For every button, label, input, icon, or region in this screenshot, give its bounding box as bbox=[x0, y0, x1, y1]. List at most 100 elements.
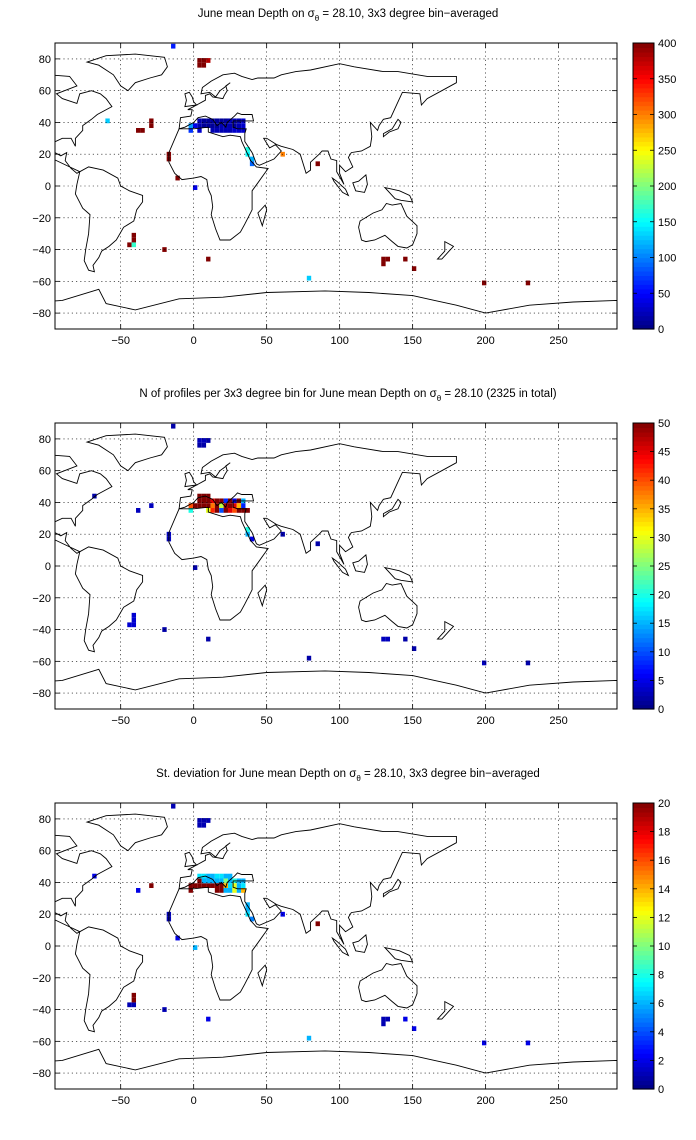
colorbar-segment bbox=[633, 445, 654, 451]
data-cell bbox=[206, 498, 211, 504]
y-tick-label: 60 bbox=[39, 86, 51, 98]
y-tick-label: 80 bbox=[39, 434, 51, 446]
colorbar-tick-label: 5 bbox=[658, 675, 664, 687]
colorbar-segment bbox=[633, 534, 654, 540]
y-tick-label: −60 bbox=[32, 1036, 51, 1048]
data-cell bbox=[197, 438, 202, 443]
data-cell bbox=[206, 1016, 211, 1022]
data-cell bbox=[206, 118, 211, 124]
data-cell bbox=[197, 818, 202, 823]
colorbar-segment bbox=[633, 865, 654, 871]
colorbar-segment bbox=[633, 83, 654, 89]
x-tick-label: −50 bbox=[111, 335, 130, 347]
colorbar-segment bbox=[633, 132, 654, 138]
colorbar-segment bbox=[633, 829, 654, 835]
y-tick-label: −20 bbox=[32, 593, 51, 605]
data-cell bbox=[381, 1016, 386, 1022]
data-cell bbox=[381, 261, 386, 267]
data-cell bbox=[227, 498, 233, 504]
data-cell bbox=[131, 997, 137, 1003]
data-cell bbox=[201, 822, 207, 828]
colorbar-segment bbox=[633, 946, 654, 952]
data-cell bbox=[241, 888, 246, 893]
colorbar-segment bbox=[633, 320, 654, 326]
coastline bbox=[383, 186, 414, 203]
colorbar-segment bbox=[633, 628, 654, 634]
colorbar-segment bbox=[633, 905, 654, 911]
colorbar-segment bbox=[633, 1044, 654, 1050]
data-cell bbox=[210, 883, 215, 889]
y-tick-label: 0 bbox=[45, 941, 51, 953]
colorbar: 0 2 4 6 8 10 12 14 16 18 20 bbox=[632, 798, 670, 1096]
colorbar-segment bbox=[633, 1048, 654, 1054]
colorbar-segment bbox=[633, 306, 654, 312]
data-cell bbox=[411, 646, 417, 652]
colorbar-segment bbox=[633, 56, 654, 62]
coastline bbox=[383, 946, 414, 963]
data-cell bbox=[232, 883, 237, 889]
data-cell bbox=[227, 873, 233, 879]
colorbar-tick-label: 350 bbox=[658, 74, 676, 86]
x-tick-label: 200 bbox=[476, 715, 494, 727]
colorbar-segment bbox=[633, 275, 654, 281]
x-tick-label: 50 bbox=[261, 335, 273, 347]
data-cell bbox=[241, 123, 246, 129]
data-cell bbox=[136, 508, 141, 513]
data-cell bbox=[175, 935, 180, 941]
colorbar-tick-label: 40 bbox=[658, 475, 670, 487]
data-cell bbox=[197, 878, 202, 884]
data-cell bbox=[223, 878, 228, 884]
data-cell bbox=[210, 878, 215, 884]
data-cell bbox=[227, 883, 233, 889]
data-cell bbox=[381, 256, 386, 262]
data-cell bbox=[227, 878, 233, 884]
colorbar-tick-label: 20 bbox=[658, 590, 670, 602]
colorbar-segment bbox=[633, 874, 654, 880]
colorbar-segment bbox=[633, 163, 654, 169]
panel-2: N of profiles per 3x3 degree bin for Jun… bbox=[32, 388, 670, 727]
colorbar-segment bbox=[633, 592, 654, 598]
colorbar-segment bbox=[633, 579, 654, 585]
data-cell bbox=[171, 423, 176, 429]
colorbar-segment bbox=[633, 856, 654, 862]
colorbar-segment bbox=[633, 937, 654, 943]
data-cell bbox=[315, 921, 320, 927]
colorbar-tick-label: 0 bbox=[658, 324, 664, 336]
data-cell bbox=[214, 508, 220, 513]
data-cell bbox=[206, 818, 211, 823]
data-cell bbox=[197, 62, 202, 68]
colorbar-tick-label: 300 bbox=[658, 110, 676, 122]
colorbar-segment bbox=[633, 127, 654, 133]
data-cell bbox=[188, 508, 193, 513]
data-cell bbox=[227, 508, 233, 513]
colorbar-segment bbox=[633, 910, 654, 916]
colorbar-segment bbox=[633, 503, 654, 509]
colorbar-tick-label: 20 bbox=[658, 798, 670, 810]
data-cell bbox=[192, 503, 198, 509]
colorbar-segment bbox=[633, 284, 654, 290]
colorbar-segment bbox=[633, 570, 654, 576]
colorbar-segment bbox=[633, 861, 654, 867]
colorbar-segment bbox=[633, 87, 654, 93]
data-cell bbox=[385, 256, 391, 262]
colorbar-segment bbox=[633, 257, 654, 263]
coastline bbox=[85, 53, 168, 92]
colorbar-segment bbox=[633, 1075, 654, 1081]
y-tick-label: 20 bbox=[39, 909, 51, 921]
coastline bbox=[55, 288, 617, 329]
data-cell bbox=[214, 128, 220, 133]
colorbar-tick-label: 35 bbox=[658, 504, 670, 516]
colorbar-segment bbox=[633, 1004, 654, 1010]
colorbar-segment bbox=[633, 212, 654, 218]
data-cell bbox=[306, 1035, 312, 1041]
colorbar-segment bbox=[633, 811, 654, 818]
colorbar-segment bbox=[633, 963, 654, 969]
colorbar-segment bbox=[633, 870, 654, 876]
colorbar-segment bbox=[633, 820, 654, 826]
data-cell bbox=[385, 1016, 391, 1022]
colorbar-tick-label: 2 bbox=[658, 1055, 664, 1067]
data-cell bbox=[131, 617, 137, 623]
data-cell bbox=[206, 438, 211, 443]
colorbar-segment bbox=[633, 110, 654, 116]
colorbar-segment bbox=[633, 1017, 654, 1023]
